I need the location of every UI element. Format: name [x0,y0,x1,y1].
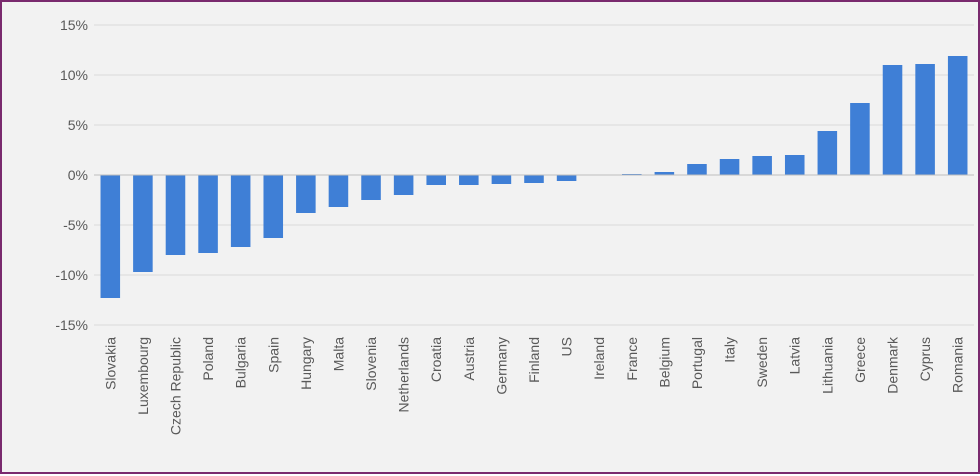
bar-portugal [687,164,707,175]
bar-malta [328,175,349,207]
category-label: Luxembourg [135,337,151,415]
bars [100,56,968,298]
category-label: Hungary [298,337,314,390]
bar-bulgaria [230,175,251,247]
category-label: Bulgaria [233,337,249,389]
y-tick-label: 15% [60,17,88,33]
bar-cyprus [915,64,935,175]
category-label: Romania [950,337,966,393]
category-label: Slovakia [102,337,118,390]
category-label: Belgium [656,337,672,388]
category-label: Slovenia [363,337,379,391]
category-label: Spain [265,337,281,373]
bar-slovakia [100,175,121,298]
y-tick-label: 5% [68,117,88,133]
bar-lithuania [817,131,838,175]
bar-croatia [426,175,446,185]
category-label: Cyprus [917,337,933,381]
bar-latvia [784,155,805,175]
bar-poland [198,175,218,253]
bar-us [556,175,577,181]
category-label: Sweden [754,337,770,388]
bar-italy [719,159,740,175]
category-label: Poland [200,337,216,381]
bar-hungary [296,175,316,213]
category-label: Denmark [885,336,901,394]
category-label: Croatia [428,337,444,382]
category-label: Finland [526,337,542,383]
y-axis-ticks: 15% 10% 5% 0% -5% -10% -15% [55,17,88,333]
y-tick-label: -15% [55,317,88,333]
bar-germany [491,175,512,184]
bar-slovenia [361,175,381,200]
bar-finland [524,175,544,183]
bar-sweden [752,156,772,175]
category-label: Malta [330,337,346,371]
bar-austria [459,175,479,185]
category-label: Ireland [591,337,607,380]
y-tick-label: 10% [60,67,88,83]
category-label: Netherlands [396,337,412,413]
bar-spain [263,175,284,238]
category-labels: Slovakia Luxembourg Czech Republic Poland Bu… [102,336,965,435]
y-tick-label: -10% [55,267,88,283]
category-label: Lithuania [819,337,835,394]
category-label: Portugal [689,337,705,389]
y-tick-label: 0% [68,167,88,183]
category-label: Latvia [787,337,803,375]
bar-romania [947,56,968,175]
category-label: Czech Republic [167,337,183,435]
category-label: Austria [461,337,477,381]
bar-belgium [654,172,675,175]
category-label: Italy [722,337,738,363]
bar-greece [850,103,870,175]
bar-denmark [882,65,903,175]
bar-netherlands [393,175,414,195]
category-label: France [624,337,640,381]
bar-luxembourg [133,175,153,272]
category-label: US [559,337,575,356]
y-tick-label: -5% [63,217,88,233]
category-label: Greece [852,337,868,383]
category-label: Germany [493,337,509,395]
bar-czech-republic [165,175,186,255]
